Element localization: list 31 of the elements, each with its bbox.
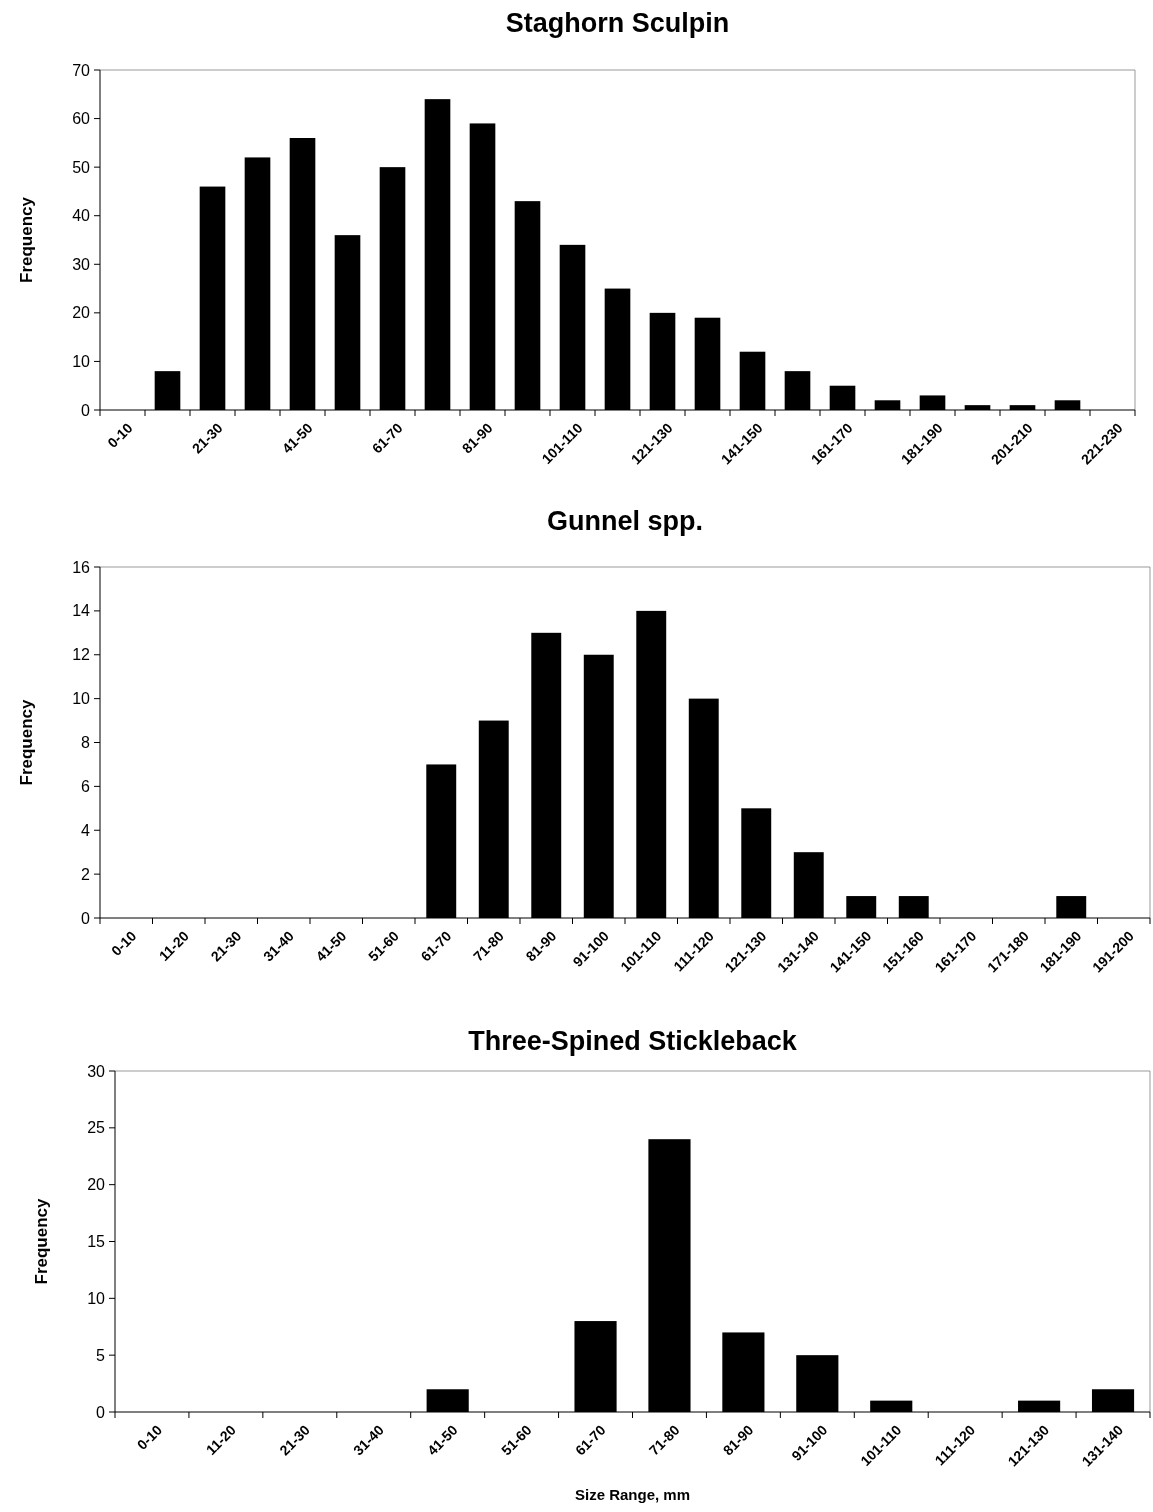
chart-title: Gunnel spp. xyxy=(546,506,704,536)
y-tick-label: 12 xyxy=(72,646,91,664)
y-tick-label: 20 xyxy=(87,1176,106,1194)
y-tick-label: 5 xyxy=(96,1346,106,1364)
y-tick-label: 4 xyxy=(81,821,91,839)
y-tick-label: 30 xyxy=(72,255,91,273)
y-axis-title: Frequency xyxy=(32,1197,51,1285)
y-tick-label: 30 xyxy=(87,1062,106,1080)
y-tick-label: 8 xyxy=(81,734,91,752)
y-axis-title: Frequency xyxy=(17,698,36,786)
y-tick-label: 10 xyxy=(72,353,91,371)
y-tick-label: 15 xyxy=(87,1233,106,1251)
y-tick-label: 0 xyxy=(81,909,91,927)
y-tick-label: 10 xyxy=(72,690,91,708)
y-tick-label: 40 xyxy=(72,207,91,225)
chart-title: Three-Spined Stickleback xyxy=(468,1026,798,1056)
y-tick-label: 6 xyxy=(81,777,91,795)
chart-title: Staghorn Sculpin xyxy=(505,8,730,38)
y-tick-label: 70 xyxy=(72,61,91,79)
y-axis-title: Frequency xyxy=(17,196,36,283)
y-tick-label: 50 xyxy=(72,158,91,176)
y-tick-label: 60 xyxy=(72,110,91,128)
y-tick-label: 2 xyxy=(81,865,91,883)
y-tick-label: 20 xyxy=(72,304,91,322)
y-tick-label: 0 xyxy=(96,1403,106,1421)
y-tick-label: 25 xyxy=(87,1119,106,1137)
x-axis-title: Size Range, mm xyxy=(574,1486,691,1503)
y-tick-label: 14 xyxy=(72,602,91,620)
y-tick-label: 0 xyxy=(81,401,91,419)
y-tick-label: 10 xyxy=(87,1289,106,1307)
y-tick-label: 16 xyxy=(72,558,91,576)
